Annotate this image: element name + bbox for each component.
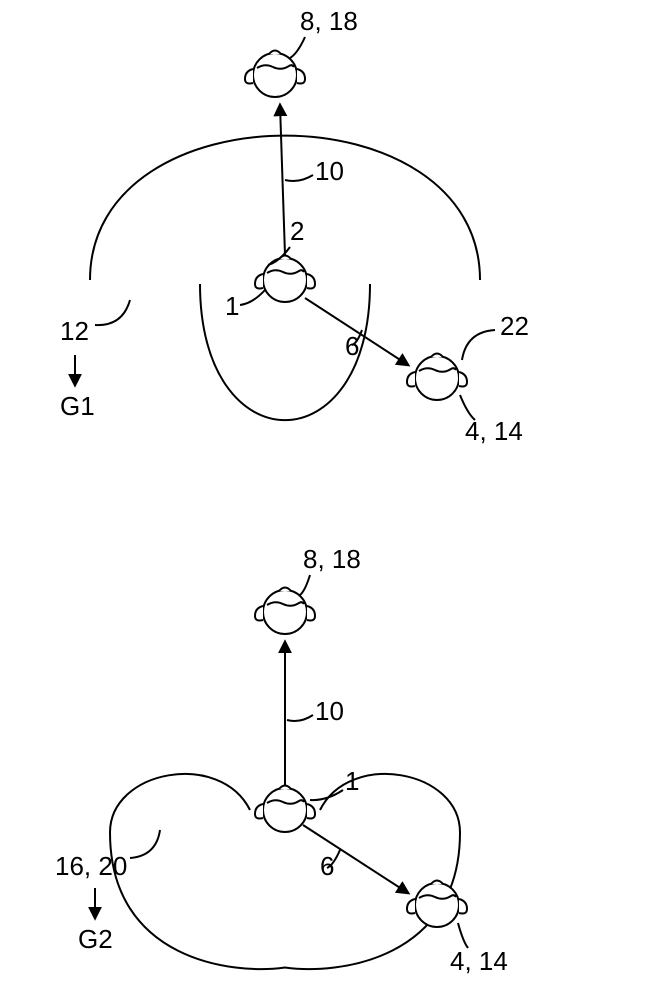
bottom-label-4-14-leader [458, 923, 468, 948]
bottom-label-4-14: 4, 14 [450, 946, 508, 976]
top-label-12: 12 [60, 316, 89, 346]
bottom-label-16-20-leader [130, 830, 160, 858]
bottom-label-8-18: 8, 18 [303, 544, 361, 574]
top-arrow-front [280, 105, 285, 255]
top-label-1: 1 [225, 291, 239, 321]
top-label-10-leader [285, 175, 313, 181]
bottom-side-head [407, 881, 467, 928]
top-center-head [255, 256, 315, 303]
bottom-label-16-20: 16, 20 [55, 851, 127, 881]
top-label-4-14: 4, 14 [465, 416, 523, 446]
top-front-head [245, 51, 305, 98]
top-label-2: 2 [290, 216, 304, 246]
bottom-front-head [255, 588, 315, 635]
bottom-label-6: 6 [320, 851, 334, 881]
top-side-head [407, 354, 467, 401]
bottom-label-10-leader [287, 715, 313, 721]
bottom-label-1-leader [310, 790, 343, 800]
bottom-center-head [255, 786, 315, 833]
top-label-6: 6 [345, 331, 359, 361]
top-label-22-leader [462, 330, 495, 360]
bottom-label-8-18-leader [300, 575, 310, 595]
diagram: 8, 18 10 2 1 6 22 4, 14 12 G1 8, 18 10 1 6 4, 14 16, 2… [0, 0, 652, 1000]
top-label-1-leader [240, 290, 265, 305]
top-label-12-leader [95, 300, 130, 325]
top-label-8-18: 8, 18 [300, 6, 358, 36]
bottom-label-G2: G2 [78, 924, 113, 954]
top-label-G1: G1 [60, 391, 95, 421]
top-label-22: 22 [500, 311, 529, 341]
bottom-label-10: 10 [315, 696, 344, 726]
top-label-10: 10 [315, 156, 344, 186]
top-label-8-18-leader [290, 37, 305, 58]
bottom-arrow-side [303, 825, 408, 893]
bottom-label-1: 1 [345, 766, 359, 796]
